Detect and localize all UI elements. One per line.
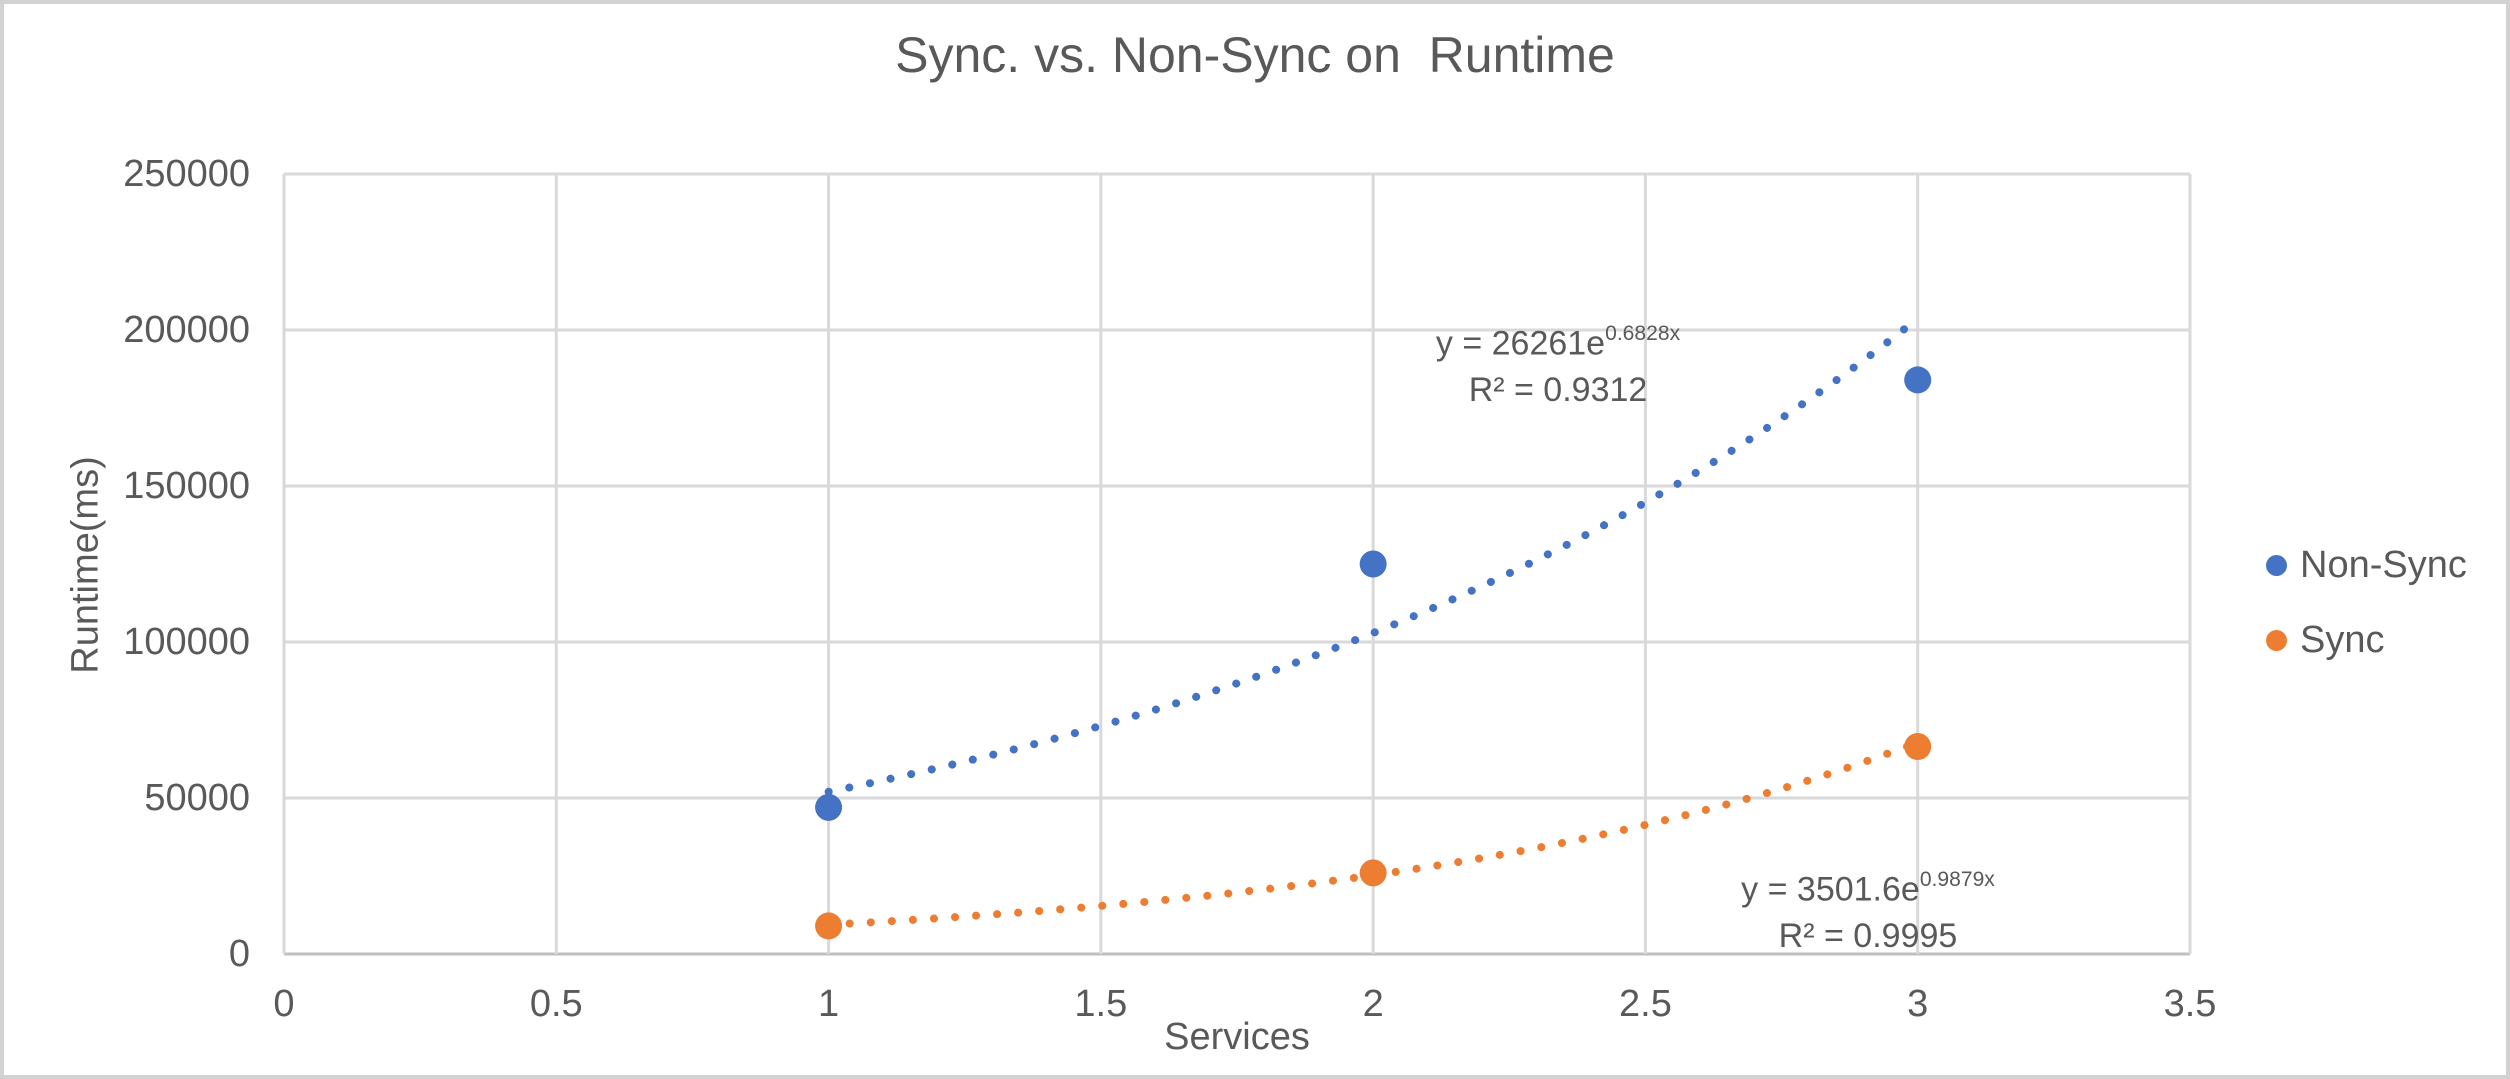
equation-exponent: 0.6828x bbox=[1605, 321, 1681, 345]
equation-text: y = 26261e bbox=[1435, 324, 1606, 363]
y-tick-label: 250000 bbox=[123, 153, 250, 195]
x-tick-label: 2 bbox=[1362, 983, 1384, 1025]
x-tick-label: 1.5 bbox=[1074, 983, 1128, 1025]
legend-label: Non-Sync bbox=[2300, 543, 2467, 586]
x-tick-label: 2.5 bbox=[1619, 983, 1672, 1025]
x-tick-label: 3.5 bbox=[2163, 983, 2217, 1025]
trendline-non-sync bbox=[824, 314, 1922, 796]
legend-marker-icon bbox=[2266, 629, 2287, 651]
legend: Non-Sync Sync bbox=[2266, 542, 2467, 692]
y-tick-label: 200000 bbox=[123, 309, 250, 351]
x-tick-label: 1 bbox=[817, 983, 840, 1025]
trendline-label-sync: y = 3501.6e0.9879x R² = 0.9995 bbox=[1741, 858, 1995, 960]
data-point-non-sync bbox=[1904, 366, 1932, 394]
data-point-sync bbox=[1359, 859, 1387, 887]
y-tick-label: 50000 bbox=[144, 777, 250, 819]
data-point-non-sync bbox=[815, 793, 843, 821]
y-tick-label: 100000 bbox=[123, 621, 250, 663]
x-tick-label: 3 bbox=[1907, 983, 1929, 1025]
chart-title: Sync. vs. Non-Sync on Runtime bbox=[895, 27, 1615, 83]
y-axis-title: Runtime(ms) bbox=[64, 456, 107, 674]
plot-area bbox=[282, 172, 2192, 956]
equation-exponent: 0.9879x bbox=[1919, 867, 1995, 891]
x-axis-title: Services bbox=[1164, 1016, 1310, 1058]
data-point-non-sync bbox=[1359, 550, 1387, 578]
legend-item-sync: Sync bbox=[2266, 617, 2467, 663]
data-point-sync bbox=[1904, 733, 1932, 761]
legend-label: Sync bbox=[2300, 618, 2385, 661]
x-tick-label: 0.5 bbox=[529, 983, 583, 1025]
trendline-label-non-sync: y = 26261e0.6828x R² = 0.9312 bbox=[1436, 312, 1680, 414]
r-squared-text: R² = 0.9312 bbox=[1468, 371, 1648, 410]
y-tick-label: 0 bbox=[228, 933, 250, 975]
legend-item-non-sync: Non-Sync bbox=[2266, 542, 2467, 588]
equation-text: y = 3501.6e bbox=[1741, 870, 1920, 909]
x-tick-label: 0 bbox=[273, 983, 295, 1025]
r-squared-text: R² = 0.9995 bbox=[1778, 917, 1958, 956]
y-tick-label: 150000 bbox=[123, 465, 250, 507]
data-point-sync bbox=[815, 912, 843, 940]
legend-marker-icon bbox=[2266, 554, 2287, 576]
